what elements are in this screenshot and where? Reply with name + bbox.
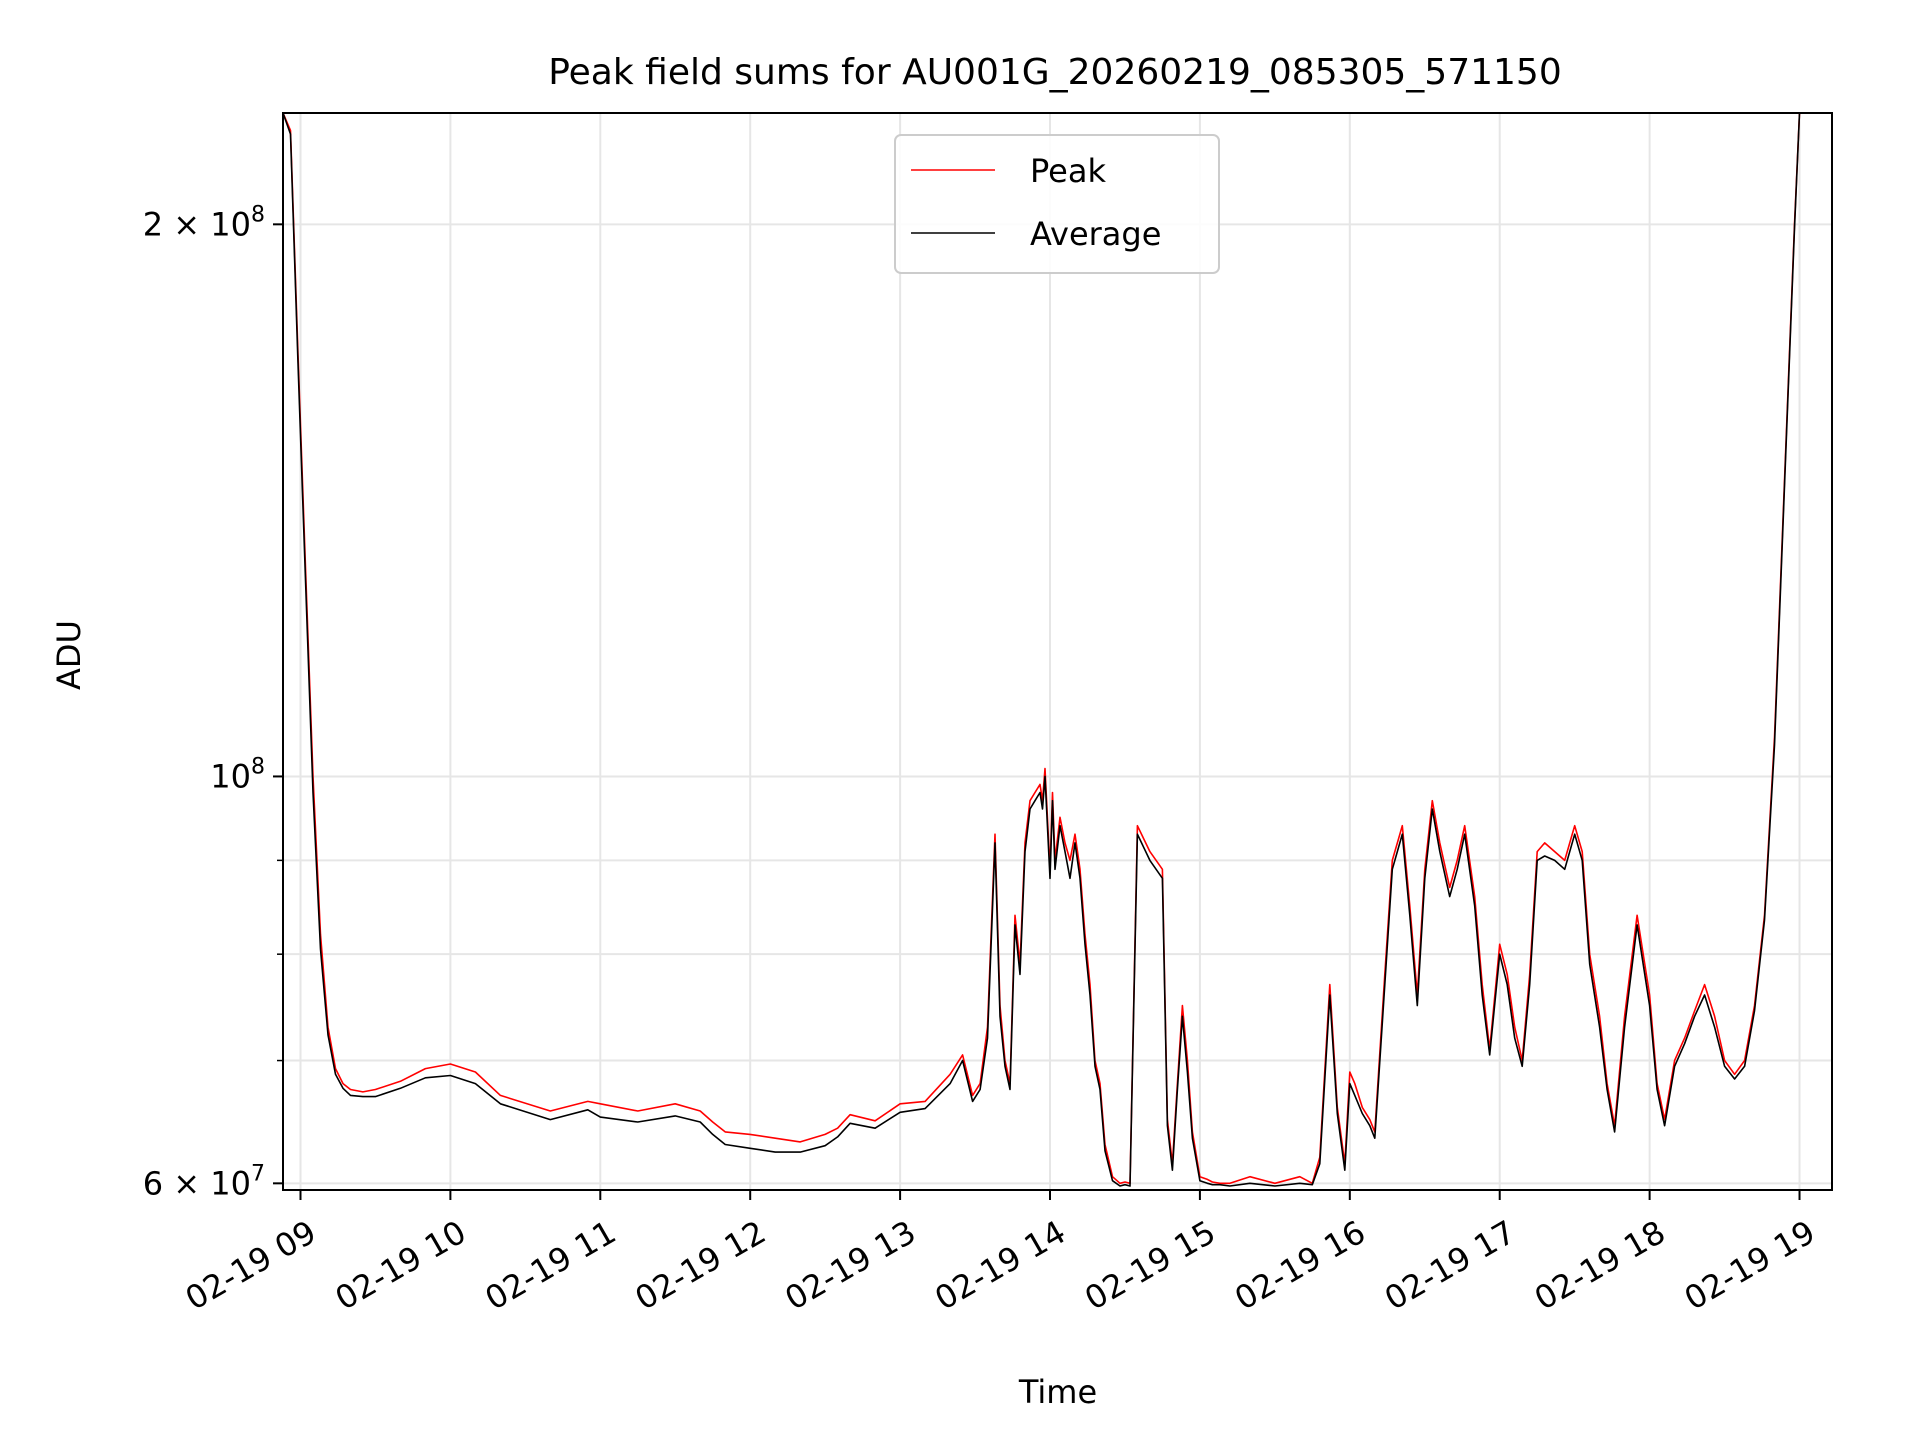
chart-title: Peak field sums for AU001G_20260219_0853… [548,52,1562,93]
y-tick-text: 6 × 107 [143,1161,265,1202]
series-line-average [282,112,1801,1187]
y-tick-label: 108 [210,754,265,795]
x-axis-label: Time [1018,1373,1097,1411]
legend-label-average: Average [1030,215,1161,253]
y-axis-ticks: 6 × 107 108 2 × 108 [143,202,283,1202]
y-tick-text: 108 [210,754,265,795]
legend[interactable]: Peak Average [894,134,1220,274]
axes-frame [282,112,1833,1191]
series-layer [282,112,1801,1187]
y-tick-text: 2 × 108 [143,202,265,243]
legend-label-peak: Peak [1030,152,1106,190]
y-axis-label: ADU [50,620,88,690]
y-tick-label: 6 × 107 [143,1161,265,1202]
y-tick-label: 2 × 108 [143,202,265,243]
